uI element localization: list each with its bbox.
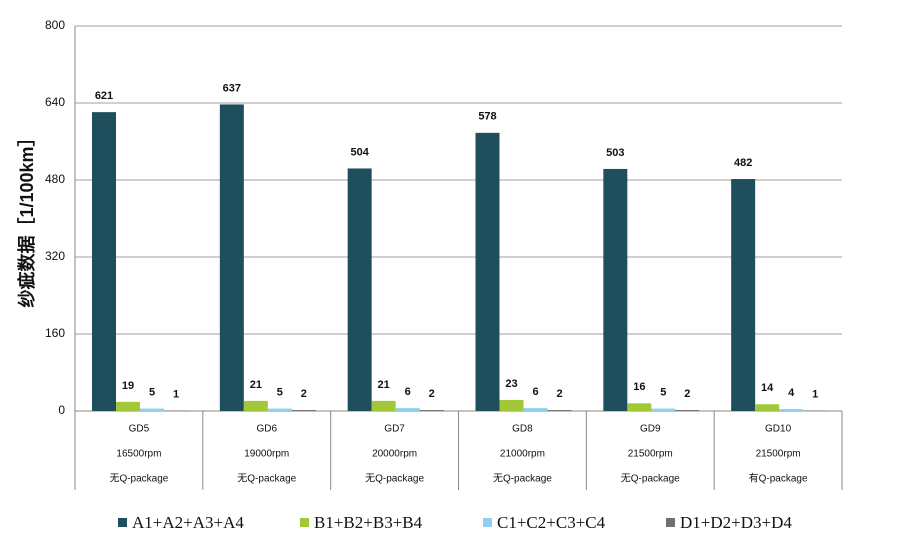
value-label: 21 bbox=[250, 379, 262, 391]
bar bbox=[420, 410, 444, 411]
value-label: 16 bbox=[633, 381, 645, 393]
value-label: 621 bbox=[95, 90, 113, 102]
value-label: 1 bbox=[812, 388, 818, 400]
y-tick-label: 0 bbox=[58, 403, 65, 417]
value-label: 578 bbox=[478, 111, 496, 123]
x-tick-label: GD10 bbox=[765, 424, 792, 435]
bar bbox=[220, 104, 244, 411]
x-tick-label: 无Q-package bbox=[109, 474, 168, 485]
x-tick-label: 无Q-package bbox=[493, 474, 552, 485]
bar bbox=[500, 400, 524, 411]
legend-label: D1+D2+D3+D4 bbox=[680, 513, 792, 532]
bar bbox=[548, 410, 572, 411]
bar bbox=[779, 409, 803, 411]
value-label: 2 bbox=[684, 388, 690, 400]
value-label: 21 bbox=[378, 379, 390, 391]
x-tick-label: 有Q-package bbox=[749, 472, 808, 485]
bar bbox=[524, 408, 548, 411]
value-label: 5 bbox=[660, 387, 666, 399]
x-tick-label: 21500rpm bbox=[756, 449, 801, 460]
bar bbox=[755, 404, 779, 411]
bar bbox=[116, 402, 140, 411]
bar bbox=[372, 401, 396, 411]
bar bbox=[476, 133, 500, 411]
y-tick-label: 640 bbox=[45, 95, 65, 109]
value-label: 6 bbox=[532, 386, 538, 398]
x-tick-label: 20000rpm bbox=[372, 449, 417, 460]
bar bbox=[348, 168, 372, 411]
value-label: 5 bbox=[277, 387, 283, 399]
value-label: 503 bbox=[606, 147, 624, 159]
value-label: 637 bbox=[223, 82, 241, 94]
x-tick-label: 无Q-package bbox=[621, 474, 680, 485]
y-axis-label: 纱疵数据［1/100km］ bbox=[16, 128, 37, 307]
x-tick-label: 无Q-package bbox=[365, 474, 424, 485]
value-label: 4 bbox=[788, 387, 795, 399]
x-tick-label: GD9 bbox=[640, 424, 661, 435]
legend-label: B1+B2+B3+B4 bbox=[314, 513, 423, 532]
bar bbox=[603, 169, 627, 411]
bar bbox=[651, 409, 675, 411]
x-tick-label: GD7 bbox=[384, 424, 405, 435]
value-label: 504 bbox=[350, 146, 369, 158]
bar bbox=[244, 401, 268, 411]
value-label: 482 bbox=[734, 157, 752, 169]
y-tick-label: 320 bbox=[45, 249, 65, 263]
legend-swatch bbox=[483, 518, 492, 527]
bar bbox=[627, 403, 651, 411]
value-label: 2 bbox=[301, 388, 307, 400]
legend-swatch bbox=[300, 518, 309, 527]
value-label: 2 bbox=[556, 388, 562, 400]
bar bbox=[268, 409, 292, 411]
value-label: 1 bbox=[173, 388, 179, 400]
x-tick-label: 19000rpm bbox=[244, 449, 289, 460]
x-tick-label: GD8 bbox=[512, 424, 533, 435]
y-tick-label: 160 bbox=[45, 326, 65, 340]
bar bbox=[675, 410, 699, 411]
x-tick-label: 无Q-package bbox=[237, 474, 296, 485]
value-label: 6 bbox=[405, 386, 411, 398]
value-label: 23 bbox=[505, 378, 517, 390]
legend-label: C1+C2+C3+C4 bbox=[497, 513, 606, 532]
x-tick-label: 21000rpm bbox=[500, 449, 545, 460]
x-tick-label: GD6 bbox=[256, 424, 277, 435]
y-tick-label: 480 bbox=[45, 172, 65, 186]
value-label: 2 bbox=[429, 388, 435, 400]
legend-swatch bbox=[666, 518, 675, 527]
bar bbox=[731, 179, 755, 411]
x-tick-label: 21500rpm bbox=[628, 449, 673, 460]
bar bbox=[396, 408, 420, 411]
legend-label: A1+A2+A3+A4 bbox=[132, 513, 244, 532]
legend-swatch bbox=[118, 518, 127, 527]
value-label: 14 bbox=[761, 382, 774, 394]
bar bbox=[92, 112, 116, 411]
x-tick-label: GD5 bbox=[129, 424, 150, 435]
value-label: 19 bbox=[122, 380, 134, 392]
value-label: 5 bbox=[149, 387, 155, 399]
bar bbox=[140, 409, 164, 411]
y-tick-label: 800 bbox=[45, 18, 65, 32]
bar bbox=[292, 410, 316, 411]
x-tick-label: 16500rpm bbox=[116, 449, 161, 460]
